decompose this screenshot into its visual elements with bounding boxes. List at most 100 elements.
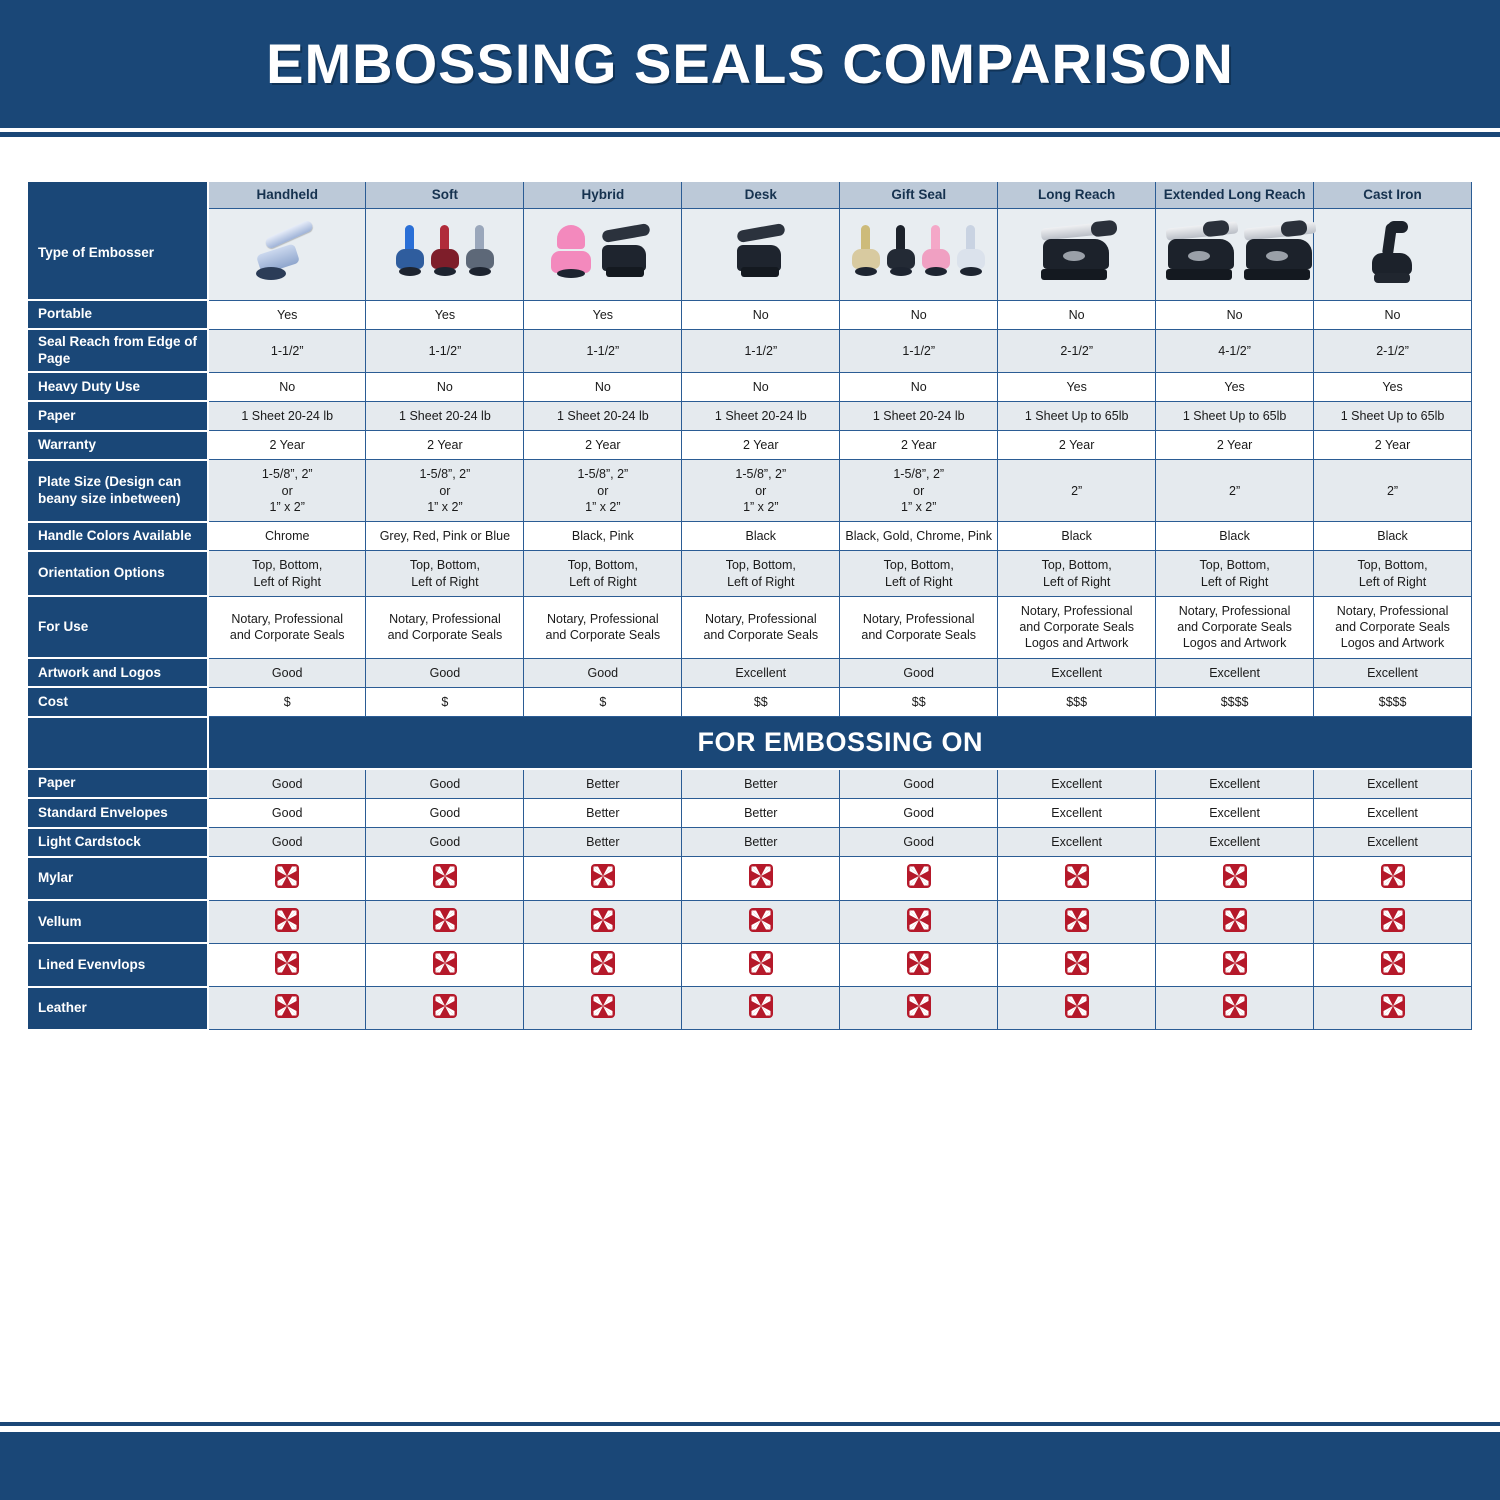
- table-cell: Yes: [523, 299, 683, 330]
- table-cell: Notary, Professional and Corporate Seals: [681, 595, 841, 659]
- column-header-4[interactable]: Desk: [681, 182, 841, 209]
- table-cell: [1155, 856, 1315, 901]
- row-label-s3: Mylar: [28, 856, 209, 902]
- row-label-m9: For Use: [28, 596, 209, 660]
- table-cell: 1-5/8”, 2” or 1” x 2”: [839, 459, 999, 523]
- table-cell: Excellent: [1155, 657, 1315, 688]
- table-row: Vellum: [28, 899, 1472, 945]
- red-x-icon: [1222, 994, 1247, 1019]
- table-cell: [1313, 899, 1472, 944]
- red-x-icon: [275, 950, 300, 975]
- table-cell: Excellent: [997, 657, 1157, 688]
- table-cell: Better: [523, 768, 683, 799]
- table-cell: $$$$: [1313, 686, 1472, 718]
- comparison-table: Handheld Soft Hybrid Desk Gift Seal Long Reac…: [28, 182, 1472, 1031]
- table-cell: Black: [1313, 521, 1472, 552]
- table-cell: Good: [839, 768, 999, 799]
- table-cell: 2 Year: [681, 430, 841, 461]
- table-cell: Notary, Professional and Corporate Seals…: [1155, 595, 1315, 659]
- table-cell: No: [365, 371, 525, 402]
- table-cell: [681, 986, 841, 1031]
- table-row: For Use Notary, Professional and Corporat…: [28, 595, 1472, 660]
- table-cell: $: [523, 686, 683, 718]
- table-cell: 1-1/2”: [365, 328, 525, 373]
- row-label-m1: Portable: [28, 300, 209, 331]
- table-cell: Good: [365, 827, 525, 858]
- table-cell: 2-1/2”: [1313, 328, 1472, 373]
- table-cell: [681, 856, 841, 901]
- row-label-m5: Warranty: [28, 430, 209, 461]
- table-row: Seal Reach from Edge of Page 1-1/2” 1-1/2”…: [28, 328, 1472, 374]
- table-cell: [997, 856, 1157, 901]
- cast-iron-embosser-icon: [1366, 221, 1420, 287]
- table-cell: [523, 942, 683, 988]
- table-cell: Notary, Professional and Corporate Seals: [365, 595, 525, 659]
- table-cell: Good: [207, 797, 367, 829]
- section-banner-spacer: [28, 716, 209, 770]
- embosser-image: [211, 211, 363, 297]
- table-cell: 1-5/8”, 2” or 1” x 2”: [207, 459, 367, 523]
- table-row: Standard Envelopes Good Good Better Better Go…: [28, 797, 1472, 829]
- column-header-row: Handheld Soft Hybrid Desk Gift Seal Long Reac…: [28, 182, 1472, 209]
- table-cell: No: [207, 371, 367, 402]
- table-cell: Notary, Professional and Corporate Seals…: [997, 595, 1157, 659]
- table-cell: [207, 856, 367, 901]
- table-cell: [997, 986, 1157, 1031]
- row-label-m0: Type of Embosser: [28, 208, 209, 301]
- table-cell: Notary, Professional and Corporate Seals: [207, 595, 367, 659]
- table-cell: Chrome: [207, 521, 367, 552]
- row-label-m4: Paper: [28, 401, 209, 432]
- table-cell: [1155, 942, 1315, 988]
- table-cell: 1-5/8”, 2” or 1” x 2”: [681, 459, 841, 523]
- column-header-1[interactable]: Handheld: [207, 182, 367, 209]
- red-x-icon: [590, 907, 615, 932]
- table-cell: [681, 899, 841, 944]
- table-cell: [523, 986, 683, 1031]
- column-header-7[interactable]: Extended Long Reach: [1155, 182, 1315, 209]
- column-header-6[interactable]: Long Reach: [997, 182, 1157, 209]
- table-cell: [839, 207, 999, 301]
- gift-seal-embosser-icon: [850, 225, 882, 283]
- table-cell: Excellent: [1313, 797, 1472, 829]
- table-cell: Excellent: [1155, 827, 1315, 858]
- table-cell: [1313, 986, 1472, 1031]
- desk-embosser-icon: [731, 222, 791, 285]
- table-cell: $: [207, 686, 367, 718]
- table-cell: No: [1155, 299, 1315, 330]
- red-x-icon: [590, 864, 615, 889]
- column-header-5[interactable]: Gift Seal: [839, 182, 999, 209]
- table-cell: Top, Bottom, Left of Right: [523, 550, 683, 597]
- table-cell: $$: [839, 686, 999, 718]
- column-header-2[interactable]: Soft: [365, 182, 525, 209]
- gift-seal-embosser-icon: [955, 225, 987, 283]
- red-x-icon: [906, 864, 931, 889]
- table-cell: Good: [839, 827, 999, 858]
- table-cell: No: [997, 299, 1157, 330]
- table-cell: Yes: [207, 299, 367, 330]
- column-header-3[interactable]: Hybrid: [523, 182, 683, 209]
- table-cell: [365, 899, 525, 944]
- table-row: Paper 1 Sheet 20-24 lb 1 Sheet 20-24 lb 1 S…: [28, 400, 1472, 432]
- table-row: Orientation Options Top, Bottom, Left of …: [28, 550, 1472, 598]
- table-cell: [1155, 207, 1317, 301]
- page-footer: [0, 1432, 1500, 1500]
- table-cell: Good: [365, 768, 525, 799]
- table-cell: Excellent: [1313, 657, 1472, 688]
- table-cell: $: [365, 686, 525, 718]
- table-cell: [523, 207, 683, 301]
- table-cell: 2”: [997, 459, 1157, 523]
- table-body: Type of Embosser Portable Yes Yes Yes No No No N…: [28, 207, 1472, 1031]
- table-cell: 1 Sheet 20-24 lb: [207, 400, 367, 432]
- table-cell: 2 Year: [523, 430, 683, 461]
- table-cell: 1 Sheet Up to 65lb: [1313, 400, 1472, 432]
- table-cell: 1 Sheet 20-24 lb: [365, 400, 525, 432]
- table-row: Leather: [28, 986, 1472, 1031]
- table-row: Artwork and Logos Good Good Good Excellent Go…: [28, 657, 1472, 689]
- column-header-8[interactable]: Cast Iron: [1313, 182, 1472, 209]
- row-label-m7: Handle Colors Available: [28, 521, 209, 552]
- row-label-m3: Heavy Duty Use: [28, 372, 209, 403]
- table-cell: Yes: [365, 299, 525, 330]
- table-cell: No: [681, 371, 841, 402]
- red-x-icon: [748, 950, 773, 975]
- red-x-icon: [1222, 864, 1247, 889]
